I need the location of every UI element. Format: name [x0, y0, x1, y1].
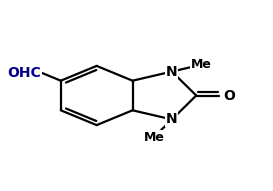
Text: OHC: OHC — [7, 66, 41, 80]
Text: O: O — [224, 88, 236, 103]
Text: Me: Me — [143, 131, 164, 144]
Text: N: N — [166, 112, 178, 126]
Text: Me: Me — [191, 58, 212, 71]
Text: N: N — [166, 65, 178, 79]
